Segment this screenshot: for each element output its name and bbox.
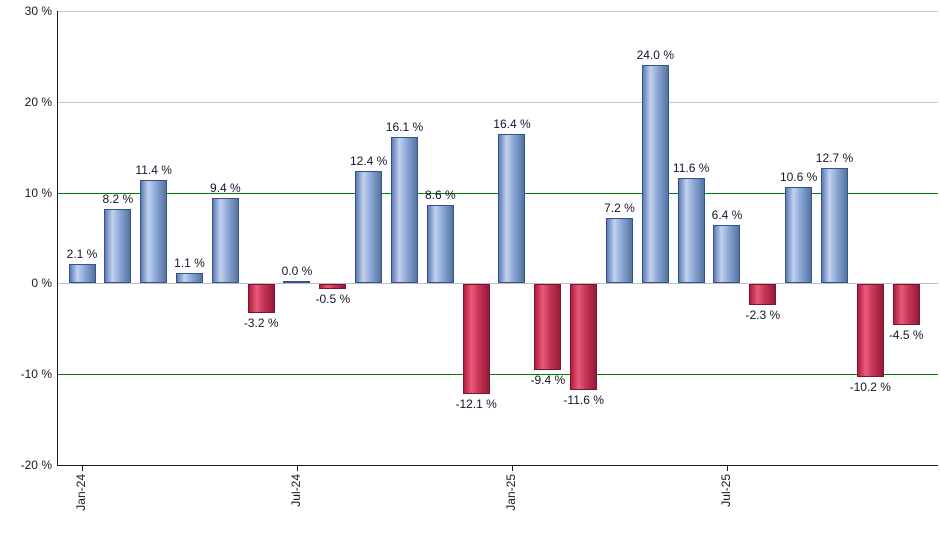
bar xyxy=(605,218,633,284)
bar xyxy=(713,225,741,284)
bar-value-label: -2.3 % xyxy=(745,308,781,323)
bar xyxy=(820,168,848,284)
bar xyxy=(175,273,203,284)
bar-value-label: 8.2 % xyxy=(102,191,134,206)
y-axis-label: 30 % xyxy=(24,4,52,18)
bar-value-label: -4.5 % xyxy=(888,328,924,343)
highlight-gridline xyxy=(57,374,938,376)
bar xyxy=(140,179,168,284)
bar xyxy=(390,137,418,284)
bar-value-label: 12.7 % xyxy=(815,151,854,166)
bar-value-label: 1.1 % xyxy=(174,256,205,271)
highlight-gridline xyxy=(57,192,938,194)
bar-value-label: -12.1 % xyxy=(455,397,497,412)
bar xyxy=(462,284,490,395)
x-axis-tick-label: Jan-25 xyxy=(503,474,518,511)
gridline xyxy=(57,11,938,12)
x-axis-tick-label: Jul-25 xyxy=(718,474,733,507)
bar xyxy=(104,208,132,284)
bar xyxy=(785,187,813,284)
x-axis-tick-label: Jul-24 xyxy=(288,474,303,507)
bar-value-label: 9.4 % xyxy=(209,181,241,196)
bar xyxy=(498,134,526,284)
y-axis-label: 0 % xyxy=(31,276,52,291)
bar-value-label: -9.4 % xyxy=(530,372,566,387)
x-axis-tick-mark xyxy=(726,465,728,471)
bar xyxy=(319,284,347,289)
bar-value-label: 16.1 % xyxy=(385,120,424,135)
x-axis-line xyxy=(57,465,938,466)
bar-value-label: 11.4 % xyxy=(135,162,172,177)
y-axis-label: -20 % xyxy=(20,458,52,472)
bar-value-label: 8.6 % xyxy=(424,188,456,203)
bar-value-label: 24.0 % xyxy=(636,48,674,63)
y-axis-line xyxy=(57,11,58,465)
bar-value-label: -3.2 % xyxy=(243,316,279,331)
bar xyxy=(749,284,777,306)
bar xyxy=(247,284,275,314)
gridline xyxy=(57,283,938,285)
bar xyxy=(283,281,311,284)
bar-value-label: 7.2 % xyxy=(604,201,635,216)
bar xyxy=(534,284,562,370)
bar xyxy=(856,284,884,377)
bar-value-label: 2.1 % xyxy=(66,247,98,262)
bar-value-label: -0.5 % xyxy=(315,291,351,306)
x-axis-tick-mark xyxy=(296,465,298,471)
bar-value-label: 0.0 % xyxy=(281,264,313,279)
x-axis-tick-mark xyxy=(82,465,83,471)
bar-value-label: -11.6 % xyxy=(563,392,604,407)
bar xyxy=(355,170,383,284)
x-axis-tick-mark xyxy=(511,465,513,471)
y-axis-label: -10 % xyxy=(20,367,52,382)
bar-value-label: 16.4 % xyxy=(493,117,531,132)
bar xyxy=(426,205,454,284)
y-axis-label: 20 % xyxy=(24,94,52,109)
bar xyxy=(677,178,705,284)
bar xyxy=(68,264,96,284)
bar xyxy=(892,284,920,326)
bar xyxy=(641,65,669,284)
bar-value-label: 11.6 % xyxy=(672,161,710,176)
bar-value-label: 6.4 % xyxy=(711,208,743,223)
bar xyxy=(570,284,598,390)
bar-value-label: -10.2 % xyxy=(849,380,891,395)
gridline xyxy=(57,101,938,103)
y-axis-label: 10 % xyxy=(24,185,52,200)
bar-value-label: 12.4 % xyxy=(349,153,388,168)
x-axis-tick-label: Jan-24 xyxy=(74,474,88,511)
bar xyxy=(211,198,239,284)
bar-value-label: 10.6 % xyxy=(779,170,818,185)
